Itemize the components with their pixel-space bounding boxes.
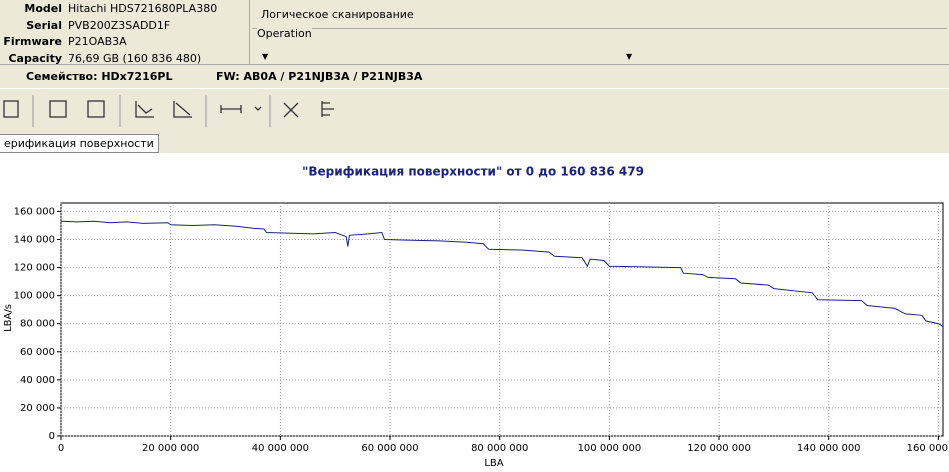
operation-box: [252, 28, 947, 63]
x-tick-label: 0: [58, 443, 64, 454]
field-value: PVB200Z3SADD1F: [68, 18, 171, 32]
firmware-line: FW: AB0A / P21NJB3A / P21NJB3A: [216, 70, 423, 83]
plot-area: [60, 202, 944, 437]
separator: [0, 64, 949, 65]
icon-graph[interactable]: [135, 101, 154, 118]
tab[interactable]: ерификация поверхности: [0, 134, 159, 153]
y-tick-label: 160 000: [14, 206, 55, 217]
icon-tree[interactable]: [321, 101, 334, 117]
x-axis-label: LBA: [484, 458, 503, 469]
toolbar: [0, 88, 949, 134]
y-tick-label: 100 000: [14, 291, 55, 302]
icon-save[interactable]: [49, 100, 67, 118]
y-tick-label: 40 000: [20, 375, 55, 386]
y-tick-label: 80 000: [20, 319, 55, 330]
field-label: Serial: [26, 18, 62, 32]
x-tick-label: 140 000 000: [797, 443, 861, 454]
x-tick-label: 100 000 000: [578, 443, 642, 454]
y-tick-label: 0: [49, 431, 55, 442]
data-line: [60, 220, 944, 327]
dropdown-arrow[interactable]: ▼: [262, 52, 269, 61]
y-tick-label: 60 000: [20, 347, 55, 358]
icon-tools[interactable]: [283, 102, 299, 118]
chart: "Верификация поверхности" от 0 до 160 83…: [3, 165, 949, 470]
icon-save-as[interactable]: [87, 100, 105, 118]
operation-label: Operation: [257, 27, 312, 40]
icon-range[interactable]: [220, 105, 242, 113]
field-value: P21OAB3A: [68, 35, 127, 48]
right-panel: [249, 0, 949, 64]
x-tick-label: 160 000 000: [907, 443, 949, 454]
dropdown-arrow[interactable]: ▼: [626, 52, 633, 61]
icon-graph2[interactable]: [173, 101, 192, 118]
y-tick-label: 20 000: [20, 403, 55, 414]
x-tick-label: 80 000 000: [471, 443, 528, 454]
x-tick-label: 120 000 000: [687, 443, 751, 454]
y-tick-label: 120 000: [14, 263, 55, 274]
chart-title: "Верификация поверхности" от 0 до 160 83…: [302, 165, 644, 179]
y-tick-label: 140 000: [14, 234, 55, 245]
tab-bar: ерификация поверхности: [0, 133, 949, 153]
toolbar-icons: [3, 95, 334, 127]
x-tick-label: 20 000 000: [142, 443, 199, 454]
field-label: Model: [24, 2, 62, 15]
x-tick-label: 60 000 000: [361, 443, 418, 454]
icon-open[interactable]: [3, 100, 19, 118]
scan-mode: Логическое сканирование: [261, 8, 414, 21]
field-label: Capacity: [8, 51, 62, 65]
y-axis-label: LBA/s: [3, 304, 14, 332]
icon-range-menu[interactable]: [254, 106, 262, 111]
field-value: Hitachi HDS721680PLA380: [68, 2, 218, 15]
drive-info-panel: Model Hitachi HDS721680PLA380 Serial PVB200…: [0, 0, 949, 88]
field-label: Firmware: [3, 35, 62, 48]
x-tick-label: 40 000 000: [252, 443, 309, 454]
field-value: 76,69 GB (160 836 480): [68, 51, 202, 65]
family: Семейство: HDx7216PL: [26, 70, 173, 83]
